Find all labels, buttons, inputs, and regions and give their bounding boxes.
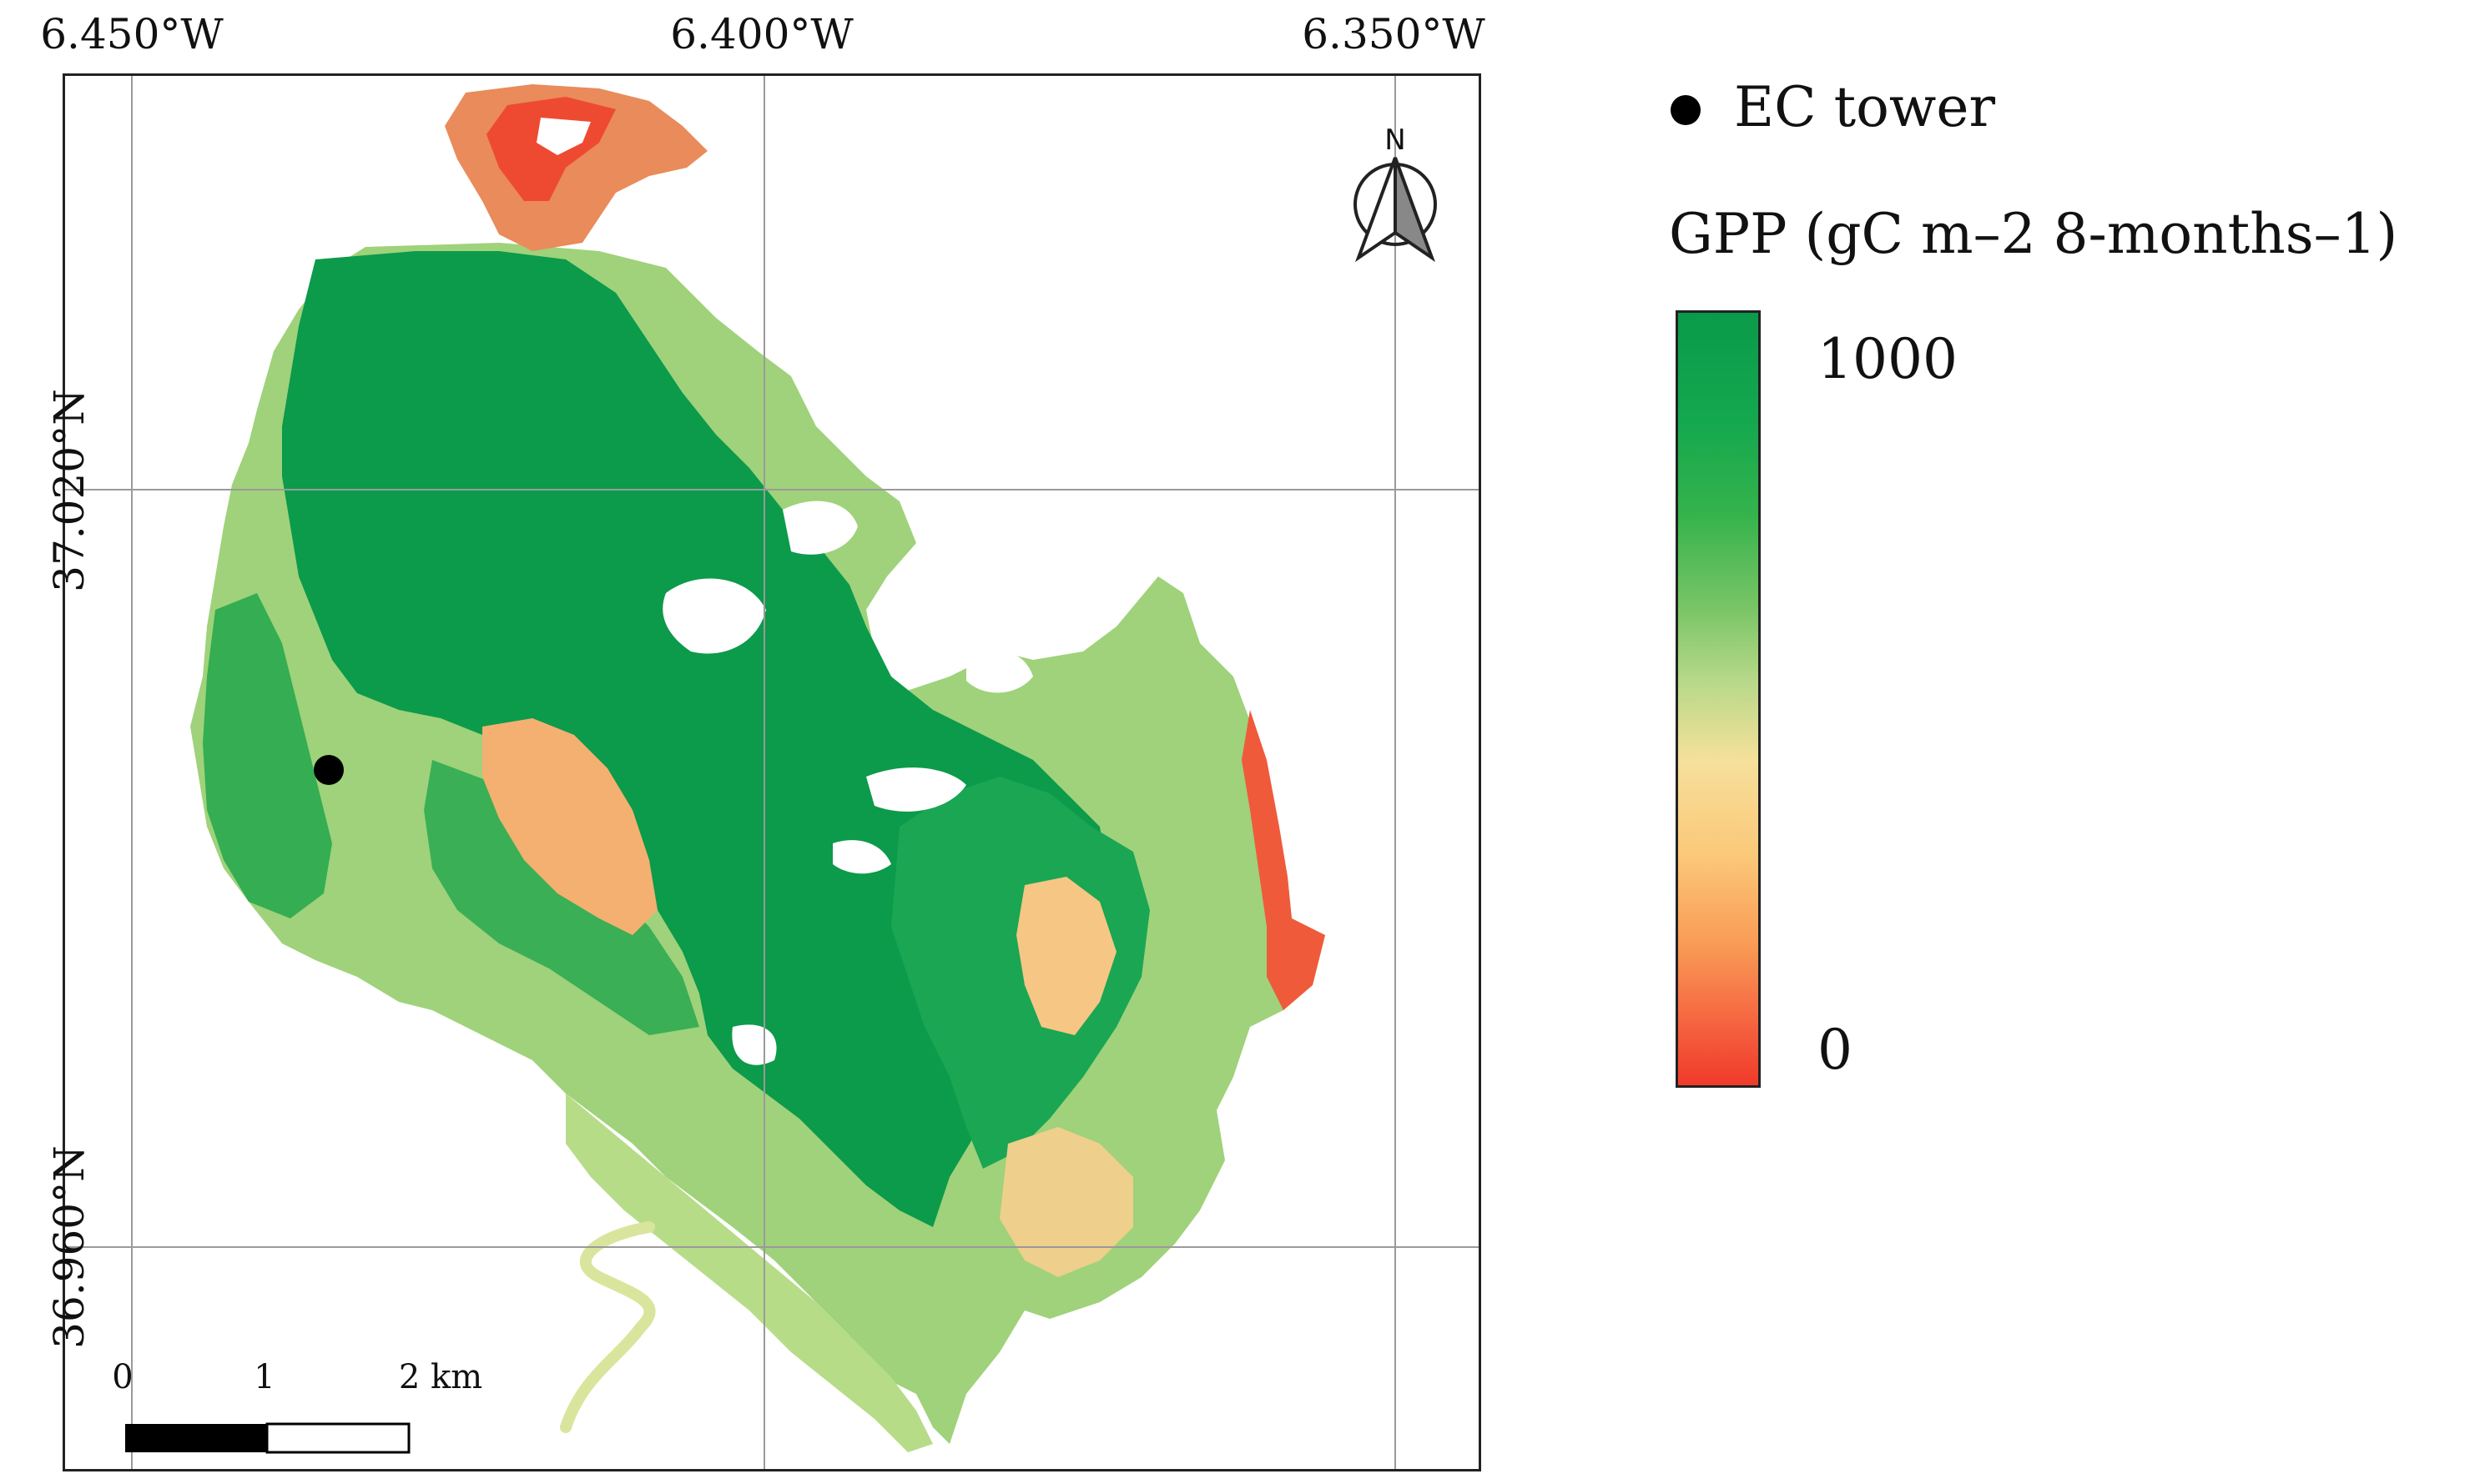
tower-dot-icon <box>1671 95 1701 125</box>
scale-bar-label-0: 0 <box>112 1358 134 1396</box>
water-body-7 <box>732 1024 777 1065</box>
vegetation-lobe-east <box>891 777 1150 1169</box>
water-body-3 <box>866 767 966 812</box>
scale-bar <box>125 1422 411 1454</box>
northern-channel-white <box>537 118 591 155</box>
southern-tail <box>566 1094 933 1452</box>
lat-label-37020: 37.020°N <box>45 389 93 592</box>
legend-tower-label: EC tower <box>1734 75 1996 139</box>
legend-tower-entry: EC tower <box>1669 75 2170 150</box>
water-body-4 <box>833 840 891 874</box>
low-gpp-edge-east <box>1242 710 1325 1010</box>
lon-label-6400: 6.400°W <box>670 10 854 58</box>
lat-label-36960: 36.960°N <box>45 1145 93 1349</box>
low-gpp-patch-southeast <box>1000 1127 1133 1277</box>
vegetation-lobe-southwest <box>203 593 332 918</box>
water-body-1 <box>663 578 766 654</box>
dense-vegetation-core <box>282 251 1108 1227</box>
scale-bar-black <box>125 1424 267 1452</box>
river-meander <box>560 1221 656 1433</box>
scale-bar-label-1: 1 <box>254 1358 275 1396</box>
graticule <box>65 76 1479 1469</box>
low-gpp-patch-central <box>482 718 658 935</box>
water-body-6 <box>966 651 1033 693</box>
legend-title: GPP (gC m–2 8-months–1) <box>1669 202 2398 266</box>
lon-label-6450: 6.450°W <box>40 10 224 58</box>
ec-tower-marker[interactable] <box>314 755 344 785</box>
gpp-map[interactable]: N <box>65 76 1479 1469</box>
north-arrow-icon: N <box>1353 123 1437 263</box>
colorbar-min-label: 0 <box>1817 1018 1852 1082</box>
colorbar-max-label: 1000 <box>1817 327 1958 391</box>
vegetation-band-central <box>424 760 699 1035</box>
scale-bar-white <box>265 1422 411 1454</box>
low-gpp-patch-east <box>1016 877 1117 1035</box>
water-body-2 <box>783 501 858 555</box>
lon-label-6350: 6.350°W <box>1302 10 1485 58</box>
map-frame[interactable]: N <box>63 73 1481 1471</box>
north-arrow-label: N <box>1384 123 1405 157</box>
scale-bar-label-2km: 2 km <box>398 1358 483 1396</box>
water-body-5 <box>199 315 234 356</box>
gpp-colorbar <box>1676 310 1761 1088</box>
